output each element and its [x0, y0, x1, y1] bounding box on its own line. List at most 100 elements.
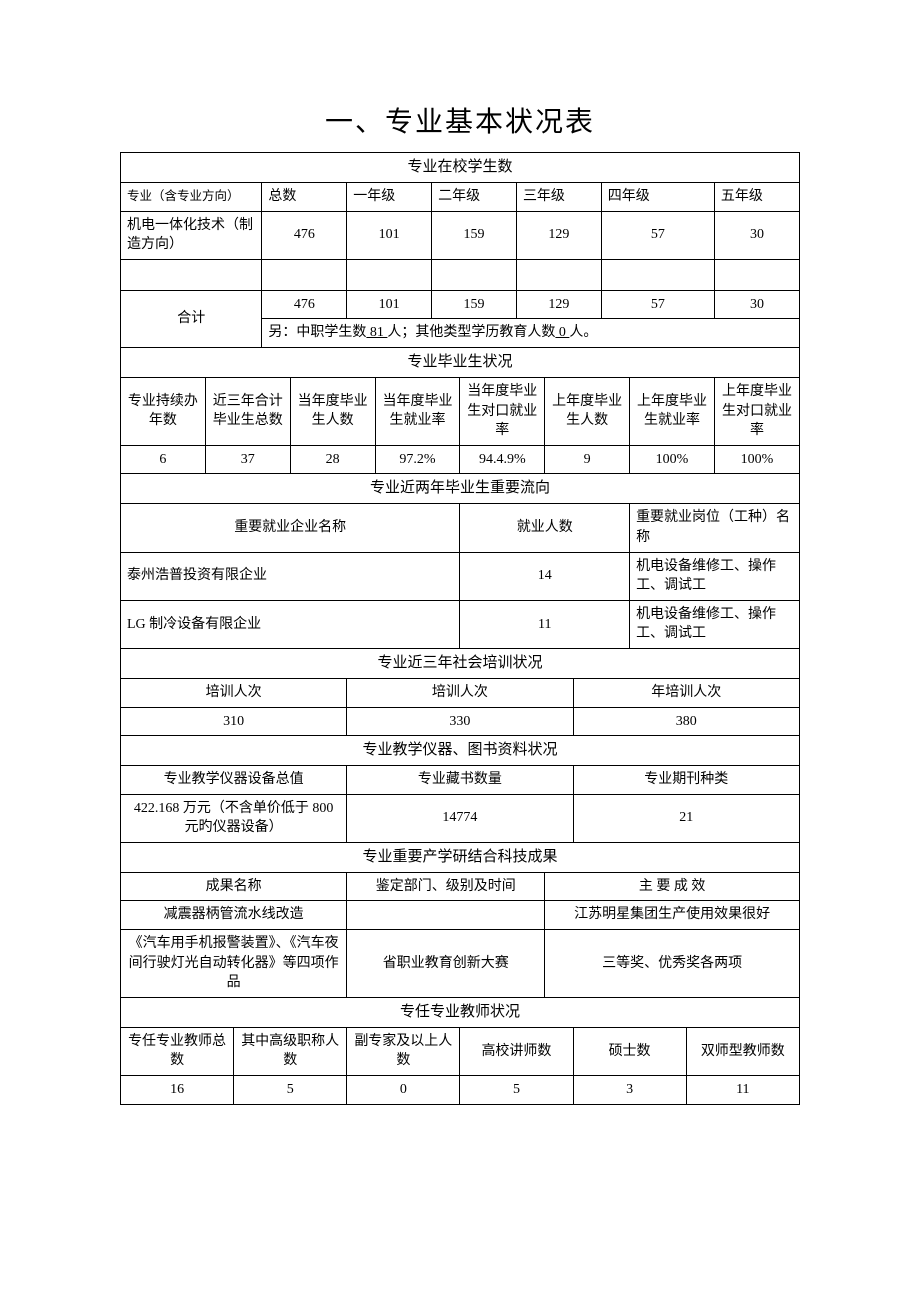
sec5-v0: 422.168 万元（不含单价低于 800 元旳仪器设备） [121, 794, 347, 842]
sec6-r1c1 [347, 901, 545, 930]
sec2-c3: 当年度毕业生就业率 [375, 377, 460, 445]
sec2-head: 专业毕业生状况 [121, 347, 800, 377]
sec1-r1c3: 159 [432, 211, 517, 259]
sec1-tot2: 101 [347, 290, 432, 319]
sec4-head: 专业近三年社会培训状况 [121, 648, 800, 678]
sec1-empty3 [432, 259, 517, 290]
sec2-v6: 100% [630, 445, 715, 474]
sec1-empty0 [121, 259, 262, 290]
sec5-v2: 21 [573, 794, 800, 842]
sec3-r2c2: 机电设备维修工、操作工、调试工 [630, 600, 800, 648]
sec1-empty1 [262, 259, 347, 290]
sec1-tot4: 129 [516, 290, 601, 319]
sec7-v0: 16 [121, 1076, 234, 1105]
sec1-col6: 五年级 [714, 183, 799, 212]
sec6-r2c1: 省职业教育创新大赛 [347, 930, 545, 998]
sec1-noteC: 人。 [569, 325, 597, 340]
sec1-noteAU: 81 [366, 325, 387, 340]
sec2-c7: 上年度毕业生对口就业率 [714, 377, 799, 445]
sec1-empty6 [714, 259, 799, 290]
sec2-v1: 37 [205, 445, 290, 474]
sec1-r1c1: 476 [262, 211, 347, 259]
sec1-noteB: 人；其他类型学历教育人数 [387, 325, 555, 340]
sec1-total-label: 合计 [121, 290, 262, 347]
sec1-r1c6: 30 [714, 211, 799, 259]
sec2-v5: 9 [545, 445, 630, 474]
sec6-r1c0: 减震器柄管流水线改造 [121, 901, 347, 930]
sec1-empty2 [347, 259, 432, 290]
sec2-v2: 28 [290, 445, 375, 474]
sec4-c0: 培训人次 [121, 678, 347, 707]
sec2-c5: 上年度毕业生人数 [545, 377, 630, 445]
sec6-r1c2: 江苏明星集团生产使用效果很好 [545, 901, 800, 930]
sec3-c0: 重要就业企业名称 [121, 504, 460, 552]
sec6-r2c0: 《汽车用手机报警装置》、《汽车夜间行驶灯光自动转化器》等四项作品 [121, 930, 347, 998]
sec4-v2: 380 [573, 707, 800, 736]
sec3-r1c1: 14 [460, 552, 630, 600]
sec3-c1: 就业人数 [460, 504, 630, 552]
sec1-tot5: 57 [601, 290, 714, 319]
sec7-c3: 高校讲师数 [460, 1027, 573, 1075]
sec1-tot6: 30 [714, 290, 799, 319]
sec3-c2: 重要就业岗位（工种）名称 [630, 504, 800, 552]
sec1-col5: 四年级 [601, 183, 714, 212]
sec1-col1: 总数 [262, 183, 347, 212]
sec1-noteA: 另：中职学生数 [268, 325, 366, 340]
sec5-c2: 专业期刊种类 [573, 766, 800, 795]
sec4-c1: 培训人次 [347, 678, 573, 707]
sec7-v3: 5 [460, 1076, 573, 1105]
sec7-v5: 11 [686, 1076, 799, 1105]
sec6-c0: 成果名称 [121, 872, 347, 901]
sec2-v4: 94.4.9% [460, 445, 545, 474]
sec1-note: 另：中职学生数 81 人；其他类型学历教育人数 0 人。 [262, 319, 800, 348]
sec2-c1: 近三年合计毕业生总数 [205, 377, 290, 445]
sec3-r1c0: 泰州浩普投资有限企业 [121, 552, 460, 600]
sec2-c2: 当年度毕业生人数 [290, 377, 375, 445]
sec7-v1: 5 [234, 1076, 347, 1105]
sec7-v4: 3 [573, 1076, 686, 1105]
sec4-v1: 330 [347, 707, 573, 736]
sec1-r1c5: 57 [601, 211, 714, 259]
sec1-col3: 二年级 [432, 183, 517, 212]
sec7-c4: 硕士数 [573, 1027, 686, 1075]
sec5-c0: 专业教学仪器设备总值 [121, 766, 347, 795]
sec3-r1c2: 机电设备维修工、操作工、调试工 [630, 552, 800, 600]
sec1-head: 专业在校学生数 [121, 153, 800, 183]
sec1-r1c4: 129 [516, 211, 601, 259]
sec6-c1: 鉴定部门、级别及时间 [347, 872, 545, 901]
sec4-v0: 310 [121, 707, 347, 736]
sec2-c0: 专业持续办年数 [121, 377, 206, 445]
sec7-v2: 0 [347, 1076, 460, 1105]
sec1-col0: 专业（含专业方向） [121, 183, 262, 212]
page-title: 一、专业基本状况表 [120, 100, 800, 140]
sec2-v3: 97.2% [375, 445, 460, 474]
sec1-noteBU: 0 [555, 325, 569, 340]
sec5-v1: 14774 [347, 794, 573, 842]
sec1-col2: 一年级 [347, 183, 432, 212]
sec7-c2: 副专家及以上人数 [347, 1027, 460, 1075]
sec3-r2c0: LG 制冷设备有限企业 [121, 600, 460, 648]
sec5-c1: 专业藏书数量 [347, 766, 573, 795]
sec2-c6: 上年度毕业生就业率 [630, 377, 715, 445]
sec7-head: 专任专业教师状况 [121, 997, 800, 1027]
sec6-r2c2: 三等奖、优秀奖各两项 [545, 930, 800, 998]
sec4-c2: 年培训人次 [573, 678, 800, 707]
sec1-empty5 [601, 259, 714, 290]
sec1-r1c2: 101 [347, 211, 432, 259]
sec6-c2: 主 要 成 效 [545, 872, 800, 901]
sec3-r2c1: 11 [460, 600, 630, 648]
sec6-head: 专业重要产学研结合科技成果 [121, 842, 800, 872]
sec1-empty4 [516, 259, 601, 290]
sec2-v0: 6 [121, 445, 206, 474]
sec2-c4: 当年度毕业生对口就业率 [460, 377, 545, 445]
sec2-v7: 100% [714, 445, 799, 474]
sec7-c1: 其中高级职称人数 [234, 1027, 347, 1075]
sec5-head: 专业教学仪器、图书资料状况 [121, 736, 800, 766]
sec1-tot1: 476 [262, 290, 347, 319]
sec1-tot3: 159 [432, 290, 517, 319]
sec1-r1c0: 机电一体化技术（制造方向） [121, 211, 262, 259]
sec1-col4: 三年级 [516, 183, 601, 212]
sec7-c0: 专任专业教师总数 [121, 1027, 234, 1075]
sec3-head: 专业近两年毕业生重要流向 [121, 474, 800, 504]
main-table: 专业在校学生数 专业（含专业方向） 总数 一年级 二年级 三年级 四年级 五年级… [120, 152, 800, 1105]
